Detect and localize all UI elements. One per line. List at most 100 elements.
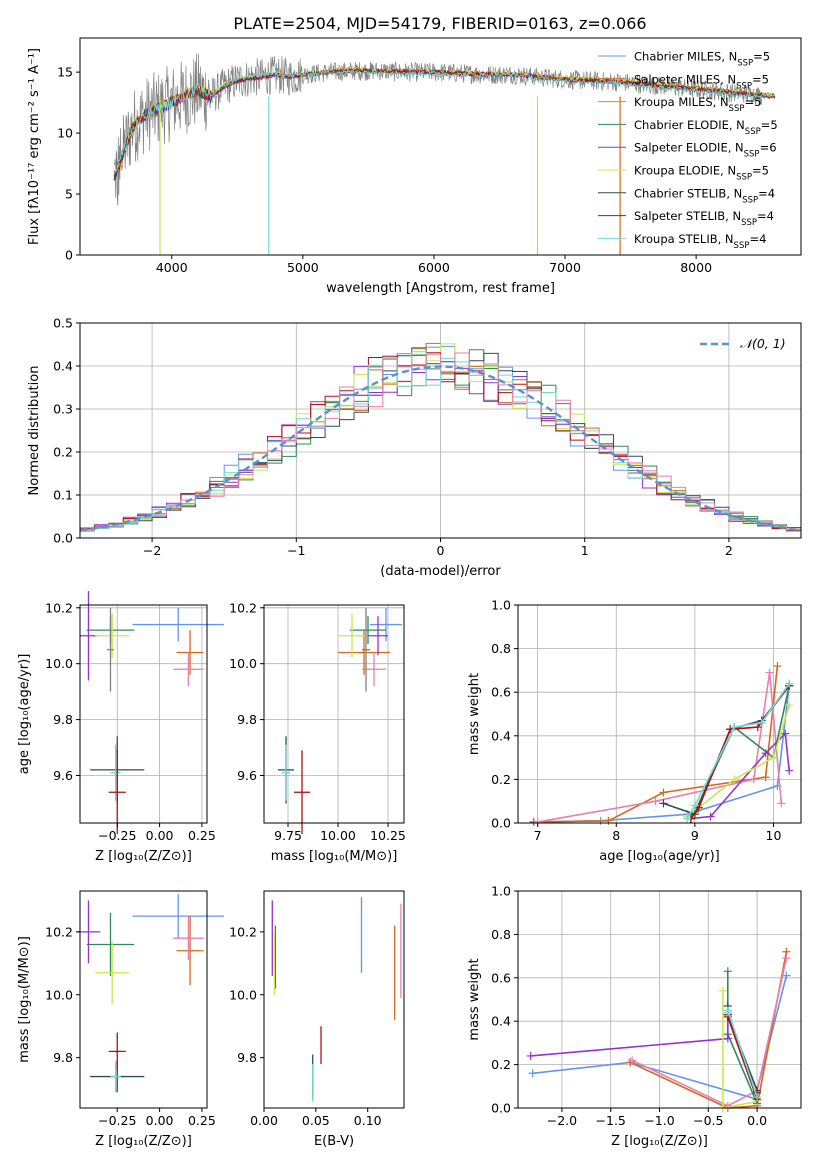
axes-frame [263, 604, 405, 824]
x-tick-label: 4000 [156, 260, 188, 275]
legend-entry: Kroupa MILES, NSSP=5 [634, 95, 761, 114]
y-tick-label: 15 [57, 65, 73, 80]
x-tick-label: 0.00 [146, 828, 174, 843]
model-spectrum-line [113, 69, 776, 175]
x-tick-label: 10.25 [370, 828, 406, 843]
mass-weight-point [785, 679, 794, 688]
y-tick-label: 10.0 [229, 656, 257, 671]
x-tick-label: 7 [534, 828, 542, 843]
legend-entry: Chabrier ELODIE, NSSP=5 [634, 118, 778, 137]
axes-frame [517, 604, 802, 824]
x-tick-label: −1.0 [644, 1113, 674, 1128]
panel-mass-weight-vs-age: 7 8 9 10 0.0 0.2 0.4 0.6 0.8 1.0 age [log₁₀(age/yr… [467, 598, 802, 864]
figure-title: PLATE=2504, MJD=54179, FIBERID=0163, z=0… [233, 14, 646, 33]
x-axis-label: (data-model)/error [380, 564, 501, 579]
mass-weight-line [726, 1006, 758, 1091]
panel-residuals: −2 −1 0 1 2 0.0 0.1 0.2 0.3 0.4 0.5 (data-model)/er… [27, 316, 802, 579]
mass-weight-point [785, 701, 794, 710]
x-axis-label: wavelength [Angstrom, rest frame] [326, 281, 555, 296]
y-axis-label: Flux [fλ10⁻¹⁷ erg cm⁻² s⁻¹ A⁻¹] [27, 48, 42, 245]
y-tick-label: 10.2 [45, 924, 73, 939]
mass-weight-point [723, 967, 732, 976]
plot-area [278, 607, 402, 835]
x-tick-label: −2.0 [547, 1113, 577, 1128]
x-tick-label: −0.5 [693, 1113, 723, 1128]
mass-weight-point [659, 788, 668, 797]
plot-area [113, 53, 776, 255]
y-tick-label: 10.0 [229, 987, 257, 1002]
x-tick-label: 0.00 [146, 1113, 174, 1128]
y-tick-label: 0.2 [491, 772, 511, 787]
x-tick-label: 10.00 [320, 828, 356, 843]
y-axis-label: mass weight [467, 958, 482, 1040]
mass-weight-point [781, 729, 790, 738]
x-tick-label: 0.10 [354, 1113, 382, 1128]
x-axis-label: Z [log₁₀(Z/Z⊙)] [95, 849, 192, 864]
y-tick-label: 0.4 [491, 1014, 511, 1029]
mass-weight-point [706, 812, 715, 821]
y-tick-label: 9.8 [53, 1050, 73, 1065]
mass-weight-point [777, 799, 786, 808]
y-tick-label: 0 [65, 248, 73, 263]
x-tick-label: 10 [766, 828, 782, 843]
legend-entry: Kroupa ELODIE, NSSP=5 [634, 164, 769, 183]
panel-mass-weight-vs-Z: −2.0 −1.5 −1.0 −0.5 0.0 0.0 0.2 0.4 0.6 0.8 1.0 Z [… [467, 884, 802, 1149]
y-tick-label: 0.1 [53, 488, 73, 503]
y-axis-label: mass [log₁₀(M/M⊙)] [17, 936, 32, 1063]
y-tick-label: 10.0 [45, 656, 73, 671]
legend-entry: Chabrier STELIB, NSSP=4 [634, 186, 775, 205]
mass-weight-point [782, 971, 791, 980]
x-tick-label: 0.00 [250, 1113, 278, 1128]
x-tick-label: 8000 [680, 260, 712, 275]
mass-weight-point [723, 1034, 732, 1043]
legend-entry: Salpeter MILES, NSSP=5 [634, 72, 769, 91]
residual-histogram [79, 352, 801, 538]
plot-area [79, 342, 802, 538]
x-tick-label: 1 [581, 543, 589, 558]
x-tick-label: 0.25 [188, 1113, 216, 1128]
x-tick-label: 0 [437, 543, 445, 558]
y-tick-label: 0.5 [53, 316, 73, 331]
y-tick-label: 0.0 [491, 816, 511, 831]
legend-entry: Salpeter ELODIE, NSSP=6 [634, 141, 777, 160]
y-tick-label: 9.6 [237, 768, 257, 783]
mass-weight-line [533, 685, 790, 823]
mass-weight-point [628, 1056, 637, 1065]
mass-weight-point [659, 799, 668, 808]
mass-weight-point [690, 801, 699, 810]
x-tick-label: −1.5 [596, 1113, 626, 1128]
x-tick-label: 0.05 [302, 1113, 330, 1128]
legend-entry: Salpeter STELIB, NSSP=4 [634, 209, 774, 228]
x-tick-label: 9 [691, 828, 699, 843]
y-tick-label: 0.2 [53, 445, 73, 460]
mass-weight-point [785, 766, 794, 775]
mass-weight-point [730, 775, 739, 784]
y-axis-label: mass weight [467, 673, 482, 755]
mass-weight-point [757, 718, 766, 727]
y-tick-label: 1.0 [491, 884, 511, 899]
y-tick-label: 10.2 [229, 924, 257, 939]
mass-weight-line [537, 672, 783, 823]
panel-age-vs-mass: 9.75 10.00 10.25 9.6 9.8 10.0 10.2 mass [log₁₀(… [229, 600, 406, 864]
plot-area [526, 947, 791, 1112]
y-axis-label: age [log₁₀(age/yr)] [17, 654, 32, 775]
y-tick-label: 0.2 [491, 1057, 511, 1072]
x-axis-label: mass [log₁₀(M/M⊙)] [271, 849, 398, 864]
mass-weight-line [631, 958, 788, 1107]
panel-mass-vs-EBV: 0.00 0.05 0.10 9.8 10.0 10.2 E(B-V) [229, 890, 405, 1149]
mass-weight-point [526, 1051, 535, 1060]
mass-weight-point [765, 668, 774, 677]
x-tick-label: 7000 [549, 260, 581, 275]
model-spectrum-line [113, 67, 776, 181]
plot-area [76, 894, 224, 1093]
mass-weight-point [753, 1093, 762, 1102]
y-tick-label: 9.8 [53, 712, 73, 727]
y-tick-label: 9.8 [237, 712, 257, 727]
y-tick-label: 9.6 [53, 768, 73, 783]
axes-frame [79, 604, 208, 824]
x-axis-label: Z [log₁₀(Z/Z⊙)] [95, 1134, 192, 1149]
panel-age-vs-Z: −0.25 0.00 0.25 9.6 9.8 10.0 10.2 Z [log₁₀(Z/Z⊙… [17, 591, 224, 864]
plot-area [529, 662, 794, 826]
